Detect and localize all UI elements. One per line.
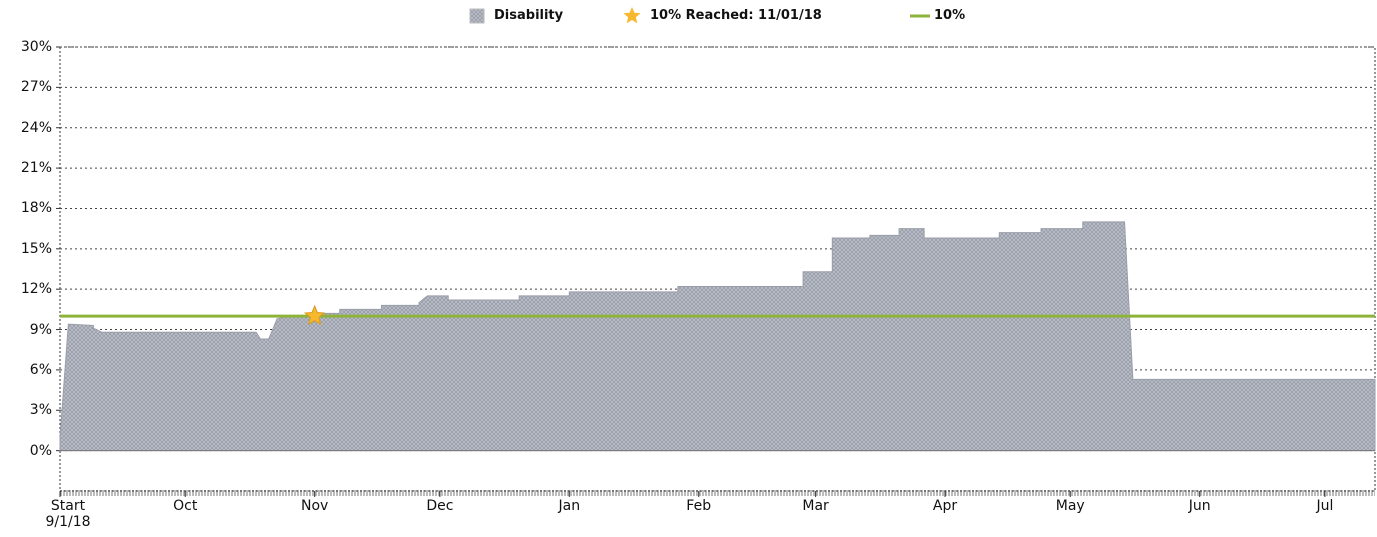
x-tick-label: Feb	[686, 498, 712, 514]
y-tick-label: 6%	[29, 361, 52, 378]
minor-ticks	[60, 488, 1375, 496]
x-tick-label: Apr	[932, 498, 958, 514]
x-tick-label: Jun	[1188, 498, 1211, 514]
plot-frame	[59, 46, 1376, 492]
y-tick-label: 18%	[20, 200, 52, 217]
marker	[303, 304, 326, 326]
area	[59, 221, 1376, 452]
x-tick-label: Start 9/1/18	[45, 498, 91, 530]
legend-label: 10%	[934, 8, 966, 23]
legend-label: 10% Reached: 11/01/18	[650, 8, 822, 23]
y-tick-label: 30%	[20, 39, 52, 55]
x-tick-label: Nov	[300, 498, 329, 514]
legend-swatch	[623, 7, 641, 24]
legend-swatch	[469, 8, 485, 24]
x-tick-label: Oct	[173, 498, 198, 514]
y-tick-label: 0%	[29, 442, 52, 459]
y-tick-label: 24%	[20, 119, 52, 136]
x-tick-label: Jul	[1316, 498, 1334, 514]
y-tick-label: 21%	[20, 160, 52, 177]
y-tick-label: 27%	[20, 79, 52, 96]
y-tick-label: 9%	[29, 321, 52, 338]
y-tick-label: 3%	[29, 402, 52, 419]
x-tick-label: Dec	[426, 498, 454, 514]
y-tick-label: 12%	[20, 281, 52, 298]
x-tick-label: Jan	[558, 498, 581, 514]
legend-label: Disability	[494, 8, 564, 23]
x-tick-label: May	[1055, 498, 1085, 514]
x-tick-label: Mar	[802, 498, 829, 514]
y-tick-label: 15%	[20, 240, 52, 257]
